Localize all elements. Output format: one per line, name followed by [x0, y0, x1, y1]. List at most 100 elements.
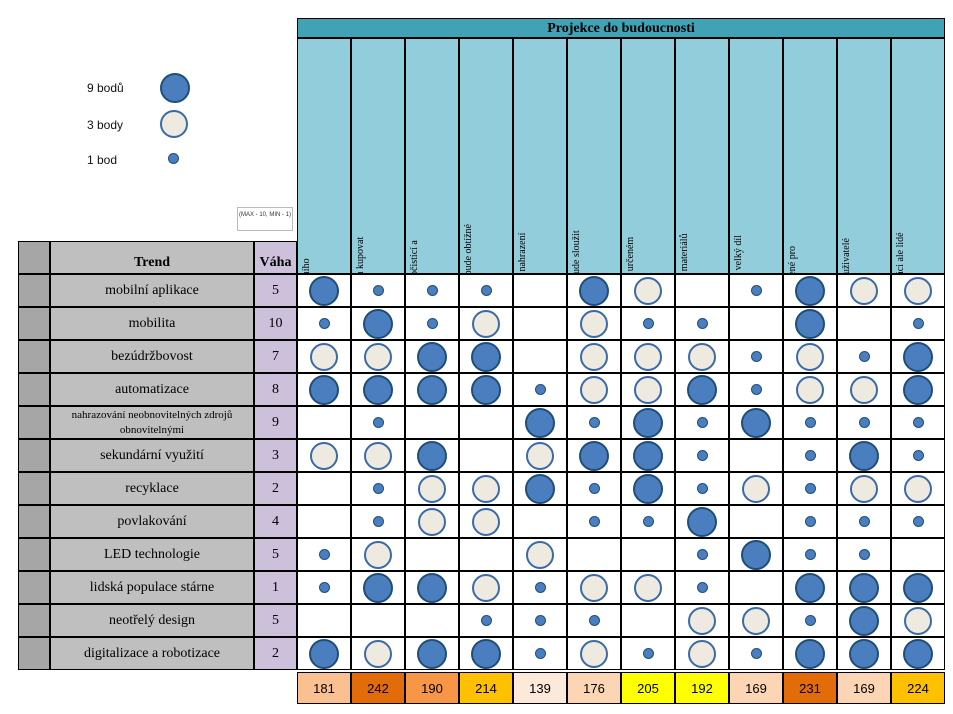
matrix-cell	[837, 604, 891, 637]
matrix-cell	[675, 538, 729, 571]
matrix-cell	[297, 637, 351, 670]
small-circle-icon	[588, 615, 600, 626]
row-side-cell	[18, 604, 50, 637]
column-header-text: Součástí každého stroje a zařízení bude …	[406, 221, 458, 273]
matrix-cell	[837, 571, 891, 604]
matrix-cell	[567, 307, 621, 340]
matrix-cell	[567, 439, 621, 472]
column-total: 190	[405, 672, 459, 704]
column-total: 176	[567, 672, 621, 704]
column-total: 139	[513, 672, 567, 704]
matrix-cell	[729, 505, 783, 538]
matrix-cell	[621, 505, 675, 538]
big-circle-icon	[525, 407, 555, 438]
matrix-cell	[783, 439, 837, 472]
matrix-cell	[567, 274, 621, 307]
small-circle-icon	[426, 285, 438, 296]
small-circle-icon	[750, 285, 762, 296]
matrix-cell	[783, 538, 837, 571]
matrix-cell	[675, 637, 729, 670]
medium-circle-icon	[850, 474, 878, 503]
matrix-cell	[513, 505, 567, 538]
matrix-cell	[297, 472, 351, 505]
trend-name: recyklace	[50, 472, 254, 505]
small-circle-icon	[858, 516, 870, 527]
trend-name: mobilita	[50, 307, 254, 340]
matrix-cell	[621, 406, 675, 439]
matrix-cell	[675, 472, 729, 505]
matrix-cell	[297, 340, 351, 373]
small-circle-icon	[642, 318, 654, 329]
matrix-cell	[405, 538, 459, 571]
column-header: Povlaky odstraní veškeré nevýhody běžnýc…	[675, 38, 729, 274]
column-header-text: Stroje a výrobky se samovolně zrecyklují…	[622, 221, 674, 273]
matrix-cell	[675, 604, 729, 637]
matrix-cell	[513, 538, 567, 571]
trend-name: mobilní aplikace	[50, 274, 254, 307]
matrix-cell	[783, 373, 837, 406]
column-header: Lidé obsluží stroje jednoduše pomocí mob…	[297, 38, 351, 274]
big-circle-icon	[417, 572, 447, 603]
matrix-cell	[729, 571, 783, 604]
small-circle-icon	[426, 318, 438, 329]
big-circle-icon	[417, 440, 447, 471]
medium-circle-icon	[850, 276, 878, 305]
matrix-cell	[513, 373, 567, 406]
trend-weight: 5	[254, 538, 297, 571]
medium-circle-icon	[742, 606, 770, 635]
scale-note: (MAX - 10, MIN - 1)	[237, 207, 293, 231]
medium-circle-icon	[580, 573, 608, 602]
big-circle-icon	[795, 638, 825, 669]
matrix-cell	[729, 604, 783, 637]
matrix-cell	[351, 439, 405, 472]
column-header: Stroje a výrobky se samovolně zrecyklují…	[621, 38, 675, 274]
matrix-cell	[351, 373, 405, 406]
column-header-text: Touha odlišit se bude tak veliká, že kon…	[838, 221, 890, 273]
small-circle-icon	[534, 582, 546, 593]
small-circle-icon	[696, 549, 708, 560]
matrix-cell	[513, 604, 567, 637]
matrix-cell	[513, 307, 567, 340]
matrix-cell	[783, 406, 837, 439]
column-header-text: Dojde k vyčerpání neobnovitelných zdrojů…	[514, 221, 566, 273]
medium-circle-icon	[364, 540, 392, 569]
big-circle-icon	[471, 638, 501, 669]
big-circle-icon	[417, 341, 447, 372]
small-circle-icon	[912, 516, 924, 527]
matrix-cell	[675, 505, 729, 538]
column-header-text: K větší atraktivitě a konkurenceschopnos…	[568, 221, 620, 273]
column-total: 205	[621, 672, 675, 704]
matrix-cell	[837, 406, 891, 439]
matrix-cell	[459, 637, 513, 670]
small-circle-icon	[804, 483, 816, 494]
trend-name: neotřelý design	[50, 604, 254, 637]
trend-weight: 2	[254, 637, 297, 670]
row-side-cell	[18, 439, 50, 472]
matrix-cell	[891, 340, 945, 373]
matrix-cell	[513, 340, 567, 373]
matrix-cell	[459, 538, 513, 571]
row-side-cell	[18, 472, 50, 505]
matrix-cell	[567, 373, 621, 406]
matrix-cell	[351, 274, 405, 307]
medium-circle-icon	[472, 309, 500, 338]
small-circle-icon	[642, 516, 654, 527]
matrix-cell	[459, 373, 513, 406]
small-circle-icon	[750, 648, 762, 659]
matrix-cell	[405, 439, 459, 472]
matrix-cell	[621, 373, 675, 406]
matrix-cell	[891, 307, 945, 340]
trend-weight: 3	[254, 439, 297, 472]
header-side-cell	[18, 241, 50, 274]
big-circle-icon	[417, 374, 447, 405]
big-circle-icon	[903, 341, 933, 372]
small-circle-icon	[804, 450, 816, 461]
matrix-cell	[621, 439, 675, 472]
medium-circle-icon	[634, 342, 662, 371]
big-circle-icon	[160, 73, 190, 103]
small-circle-icon	[696, 318, 708, 329]
matrix-cell	[351, 307, 405, 340]
matrix-cell	[783, 637, 837, 670]
matrix-cell	[891, 604, 945, 637]
big-circle-icon	[903, 374, 933, 405]
